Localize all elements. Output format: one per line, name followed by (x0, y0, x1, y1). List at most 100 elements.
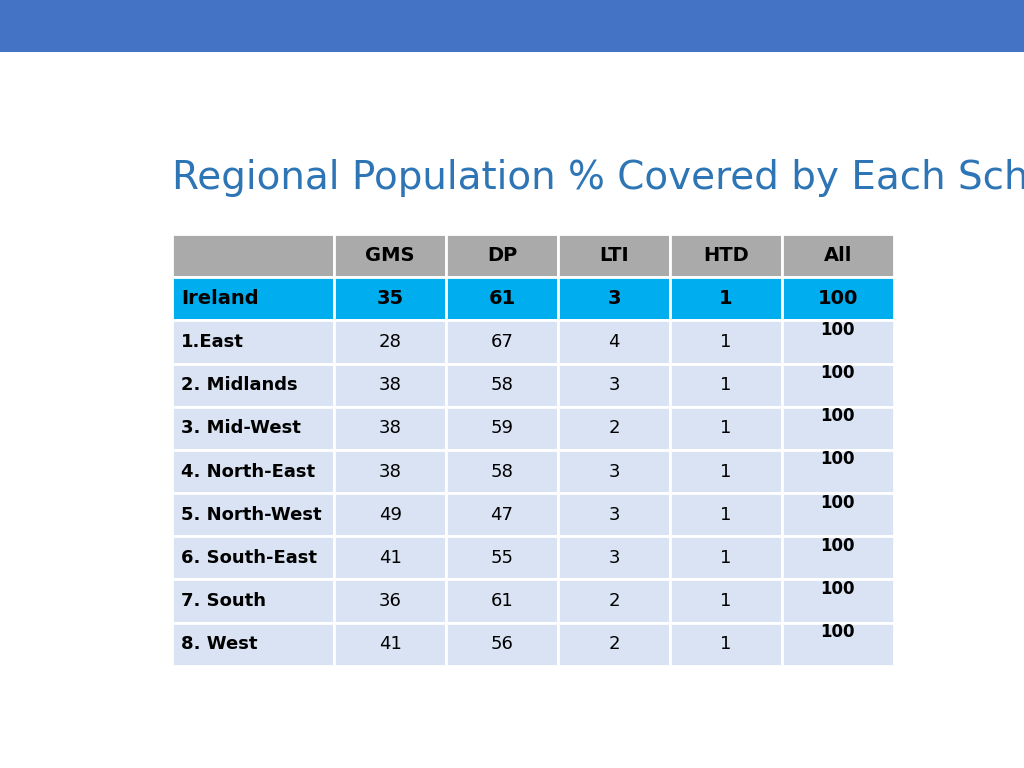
Bar (670, 450, 782, 493)
Text: 3. Mid-West: 3. Mid-West (181, 419, 301, 437)
Text: 100: 100 (820, 407, 855, 425)
Bar (334, 234, 446, 277)
Bar (172, 450, 334, 493)
Bar (558, 450, 670, 493)
Bar (334, 493, 446, 536)
Text: 1: 1 (719, 290, 733, 308)
Bar (334, 579, 446, 623)
Bar (446, 579, 558, 623)
Bar (558, 407, 670, 450)
Text: 100: 100 (820, 537, 855, 554)
Bar (172, 320, 334, 363)
Text: 47: 47 (490, 505, 514, 524)
Bar (446, 277, 558, 320)
Bar (334, 320, 446, 363)
Text: 1: 1 (720, 592, 731, 610)
Bar (558, 623, 670, 666)
Text: 2: 2 (608, 592, 620, 610)
Bar (558, 320, 670, 363)
Bar (334, 623, 446, 666)
Text: 4. North-East: 4. North-East (181, 462, 315, 481)
Text: 4: 4 (608, 333, 620, 351)
Text: 41: 41 (379, 635, 401, 654)
Bar (172, 579, 334, 623)
Text: 67: 67 (490, 333, 513, 351)
Bar (782, 493, 894, 536)
Text: 100: 100 (820, 580, 855, 598)
Bar (670, 407, 782, 450)
Text: HTD: HTD (703, 247, 749, 265)
Text: 55: 55 (490, 549, 514, 567)
Text: 59: 59 (490, 419, 514, 437)
Text: DP: DP (487, 247, 517, 265)
Bar (782, 450, 894, 493)
Bar (172, 277, 334, 320)
Bar (446, 320, 558, 363)
Bar (172, 493, 334, 536)
Bar (670, 363, 782, 407)
Text: 38: 38 (379, 419, 401, 437)
Bar (172, 536, 334, 579)
Bar (334, 363, 446, 407)
Text: 100: 100 (820, 623, 855, 641)
Text: 1: 1 (720, 462, 731, 481)
Bar (782, 579, 894, 623)
Bar (334, 277, 446, 320)
Bar (782, 363, 894, 407)
Bar (446, 493, 558, 536)
Text: 1: 1 (720, 549, 731, 567)
Bar (172, 623, 334, 666)
Text: 61: 61 (488, 290, 516, 308)
Text: 28: 28 (379, 333, 401, 351)
Text: 100: 100 (820, 494, 855, 511)
Text: 100: 100 (820, 321, 855, 339)
Text: Ireland: Ireland (181, 290, 259, 308)
Text: 2: 2 (608, 635, 620, 654)
Bar (446, 234, 558, 277)
Text: 100: 100 (818, 290, 858, 308)
Text: 36: 36 (379, 592, 401, 610)
Text: Regional Population % Covered by Each Scheme in 2010: Regional Population % Covered by Each Sc… (172, 159, 1024, 197)
Text: All: All (823, 247, 852, 265)
Bar (670, 579, 782, 623)
Bar (446, 450, 558, 493)
Bar (558, 536, 670, 579)
Text: 3: 3 (607, 290, 621, 308)
Bar (782, 536, 894, 579)
Text: 100: 100 (820, 450, 855, 468)
Text: 1.East: 1.East (181, 333, 244, 351)
Bar (670, 536, 782, 579)
Bar (446, 407, 558, 450)
Text: 61: 61 (490, 592, 513, 610)
Text: 6. South-East: 6. South-East (181, 549, 317, 567)
Bar (670, 623, 782, 666)
Text: 5. North-West: 5. North-West (181, 505, 322, 524)
Text: 1: 1 (720, 419, 731, 437)
Bar (782, 277, 894, 320)
Text: GMS: GMS (366, 247, 415, 265)
Text: 2. Midlands: 2. Midlands (181, 376, 298, 394)
Bar (670, 277, 782, 320)
Text: 58: 58 (490, 462, 513, 481)
Bar (446, 623, 558, 666)
Bar (172, 407, 334, 450)
Bar (172, 363, 334, 407)
Bar (558, 493, 670, 536)
Bar (334, 536, 446, 579)
Text: 1: 1 (720, 333, 731, 351)
Text: LTI: LTI (599, 247, 629, 265)
Text: 3: 3 (608, 505, 620, 524)
Text: 8. West: 8. West (181, 635, 258, 654)
Text: 38: 38 (379, 376, 401, 394)
Bar (558, 579, 670, 623)
Text: 2: 2 (608, 419, 620, 437)
Bar (782, 407, 894, 450)
Text: 58: 58 (490, 376, 513, 394)
Bar (558, 363, 670, 407)
Bar (558, 234, 670, 277)
Bar (446, 536, 558, 579)
Bar (782, 320, 894, 363)
Bar (172, 234, 334, 277)
Text: 38: 38 (379, 462, 401, 481)
Bar (670, 320, 782, 363)
